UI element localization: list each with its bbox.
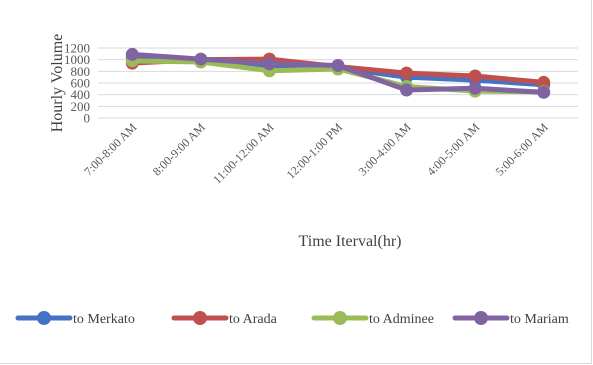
data-point — [194, 52, 208, 66]
legend-item: to Adminee — [311, 311, 434, 327]
x-tick-label: 5:00-6:00 AM — [493, 120, 551, 178]
data-point — [331, 59, 345, 72]
legend-item: to Arada — [171, 311, 278, 327]
x-tick-label: 11:00-12:00 AM — [210, 120, 277, 187]
y-tick-label: 1200 — [64, 41, 90, 56]
y-tick-label: 600 — [71, 76, 91, 91]
data-point — [537, 75, 551, 89]
data-point — [125, 47, 139, 61]
data-point — [537, 85, 551, 99]
y-tick-label: 400 — [71, 87, 91, 102]
x-tick-label: 12:00-1:00 PM — [284, 120, 346, 182]
y-tick-label: 0 — [84, 111, 91, 126]
legend-item: to Merkato — [15, 311, 135, 327]
legend-label: to Adminee — [369, 312, 434, 327]
x-tick-label: 8:00-9:00 AM — [150, 120, 208, 178]
data-point — [468, 69, 482, 83]
data-point — [400, 66, 414, 80]
series-to-mariam — [125, 47, 551, 99]
x-tick-label: 4:00-5:00 AM — [424, 120, 482, 178]
data-point — [400, 83, 414, 97]
x-tick-label: 3:00-4:00 AM — [355, 120, 413, 178]
series-lines — [125, 47, 551, 99]
x-tick-label: 7:00-8:00 AM — [81, 120, 139, 178]
legend-label: to Mariam — [510, 312, 569, 327]
y-axis-title: Hourly Volume — [49, 34, 66, 133]
legend-swatch-marker — [37, 311, 51, 325]
legend-swatch-marker — [333, 311, 347, 325]
legend-swatch-marker — [193, 311, 207, 325]
legend-label: to Merkato — [73, 312, 135, 327]
legend-label: to Arada — [229, 312, 278, 327]
y-tick-label: 1000 — [64, 52, 90, 67]
legend: to Merkato to Arada to Adminee to Mariam — [15, 311, 569, 327]
y-tick-label: 800 — [71, 64, 91, 79]
data-point — [468, 81, 482, 95]
legend-swatch-marker — [474, 311, 488, 325]
x-axis-title: Time Iterval(hr) — [299, 233, 402, 250]
x-tick-labels: 7:00-8:00 AM 8:00-9:00 AM 11:00-12:00 AM 12… — [81, 120, 551, 187]
data-point — [262, 57, 276, 71]
legend-item: to Mariam — [452, 311, 569, 327]
y-tick-label: 200 — [71, 99, 91, 114]
